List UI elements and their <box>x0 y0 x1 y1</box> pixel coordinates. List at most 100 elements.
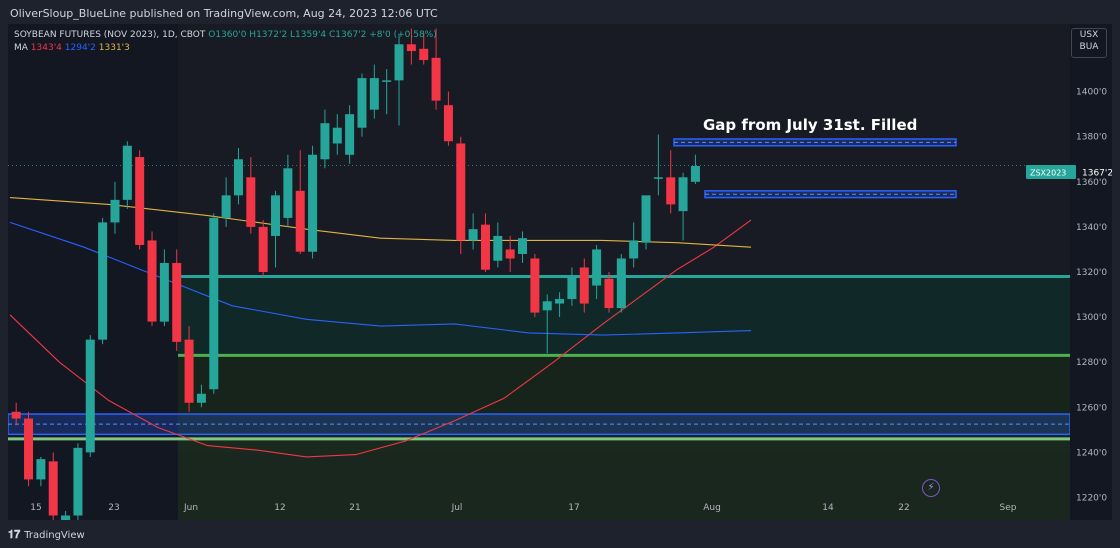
candle-body <box>246 177 256 227</box>
candle <box>122 141 132 209</box>
legend-ma-2: 1294'2 <box>64 43 96 53</box>
candle-body <box>271 195 281 236</box>
candle <box>567 267 577 306</box>
candle <box>345 105 355 164</box>
candle <box>579 258 589 313</box>
candle-body <box>61 515 71 520</box>
candle-body <box>110 199 120 223</box>
candle <box>332 114 342 155</box>
candle <box>518 231 528 263</box>
tradingview-logo-icon: 𝟏𝟕 <box>8 528 21 541</box>
candle-body <box>184 339 194 403</box>
price-tag-price: 1367'2 <box>1082 169 1112 179</box>
candle-body <box>468 229 478 241</box>
candle-body <box>678 177 688 212</box>
candle <box>48 452 58 520</box>
candle-body <box>419 48 429 61</box>
candle <box>555 292 565 318</box>
candle <box>159 249 169 327</box>
candle <box>258 220 268 277</box>
candle-body <box>48 461 58 516</box>
candle-body <box>431 57 441 101</box>
legend-ohlc: O1360'0 H1372'2 L1359'4 C1367'2 +8'0 (+0… <box>208 30 437 40</box>
chart-legend-symbol: SOYBEAN FUTURES (NOV 2023), 1D, CBOT O13… <box>14 30 437 40</box>
legend-ma-label: MA <box>14 43 28 53</box>
candles-layer <box>11 28 700 520</box>
candle-body <box>567 276 577 300</box>
candle-body <box>653 177 663 179</box>
candle <box>604 272 614 313</box>
candle-body <box>172 262 182 342</box>
candle <box>394 35 404 126</box>
candle-body <box>135 157 145 245</box>
time-tick-label: 22 <box>898 503 909 513</box>
candle <box>419 33 429 65</box>
candle <box>493 222 503 268</box>
candle <box>209 213 219 394</box>
currency-unit-button[interactable]: USX BUA <box>1071 28 1107 58</box>
price-tick-label: 1280'0 <box>1076 358 1107 368</box>
candle-body <box>357 78 367 128</box>
moving-average-1 <box>9 219 752 458</box>
candle <box>36 456 46 487</box>
price-tick-label: 1320'0 <box>1076 268 1107 278</box>
candle-body <box>320 123 330 160</box>
candle-body <box>11 411 21 419</box>
candle-body <box>258 226 268 272</box>
footer-brand-name: TradingView <box>24 529 85 541</box>
candle-body <box>542 301 552 311</box>
candle-body <box>456 143 466 241</box>
time-tick-label: Jul <box>451 503 463 513</box>
candle-body <box>518 238 528 254</box>
price-tick-label: 1400'0 <box>1076 88 1107 98</box>
price-chart[interactable]: 1220'0 1240'0 1260'0 1280'0 1300'0 1320'0 1340… <box>8 24 1112 520</box>
price-tick-label: 1220'0 <box>1076 493 1107 503</box>
candle-body <box>406 44 416 52</box>
candle-body <box>690 166 700 182</box>
candle-body <box>530 258 540 313</box>
candle-body <box>555 299 565 304</box>
candle-body <box>295 190 305 252</box>
candle-body <box>641 195 651 243</box>
time-tick-label: 17 <box>568 503 579 513</box>
candle <box>246 157 256 234</box>
price-tick-label: 1340'0 <box>1076 223 1107 233</box>
time-tick-label: 23 <box>108 503 119 513</box>
candle <box>456 136 466 254</box>
publish-line: OliverSloup_BlueLine published on Tradin… <box>10 7 438 20</box>
candle <box>505 235 515 272</box>
moving-average-layer <box>9 197 752 458</box>
lightning-icon[interactable]: ⚡ <box>922 479 940 497</box>
candle <box>641 195 651 250</box>
candle-body <box>332 127 342 144</box>
candle-body <box>629 240 639 259</box>
price-axis[interactable]: 1220'0 1240'0 1260'0 1280'0 1300'0 1320'0 1340… <box>1070 24 1112 520</box>
moving-average-3 <box>9 197 752 248</box>
legend-ma-3: 1331'3 <box>98 43 130 53</box>
candle <box>308 145 318 259</box>
candle <box>468 213 478 250</box>
candle <box>73 443 83 520</box>
candle <box>61 510 71 520</box>
price-tick-label: 1260'0 <box>1076 403 1107 413</box>
candle-body <box>308 154 318 252</box>
candle-body <box>382 80 392 82</box>
candle <box>196 384 206 408</box>
candle-body <box>604 278 614 309</box>
moving-average-2 <box>9 221 752 336</box>
candle-body <box>443 105 453 142</box>
chart-legend-ma: MA 1343'4 1294'2 1331'3 <box>14 43 130 53</box>
candle <box>98 217 108 345</box>
candle-body <box>369 78 379 110</box>
candle-body <box>394 44 404 81</box>
price-tick-label: 1360'0 <box>1076 178 1107 188</box>
candle <box>542 294 552 354</box>
candle-body <box>159 262 169 322</box>
time-axis[interactable]: 15 23 Jun 12 21 Jul 17 Aug 14 22 Sep <box>30 503 1016 513</box>
price-tag-symbol: ZSX2023 <box>1030 169 1066 178</box>
candle <box>443 91 453 146</box>
time-tick-label: 15 <box>30 503 41 513</box>
candle <box>233 148 243 205</box>
candle-body <box>98 222 108 340</box>
candle-body <box>221 195 231 218</box>
